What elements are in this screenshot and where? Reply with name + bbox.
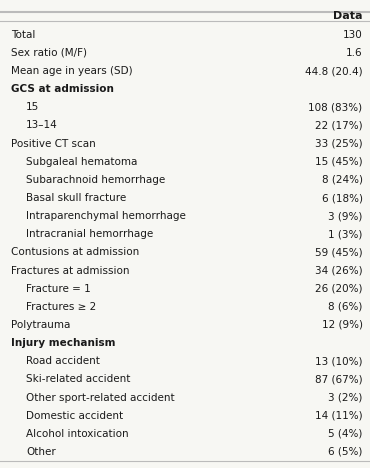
Text: Intraparenchymal hemorrhage: Intraparenchymal hemorrhage [26, 211, 186, 221]
Text: 34 (26%): 34 (26%) [315, 265, 363, 276]
Text: 3 (9%): 3 (9%) [328, 211, 363, 221]
Text: 3 (2%): 3 (2%) [328, 393, 363, 402]
Text: 6 (18%): 6 (18%) [322, 193, 363, 203]
Text: Subgaleal hematoma: Subgaleal hematoma [26, 157, 137, 167]
Text: Ski-related accident: Ski-related accident [26, 374, 130, 384]
Text: 15 (45%): 15 (45%) [315, 157, 363, 167]
Text: GCS at admission: GCS at admission [11, 84, 114, 94]
Text: Alcohol intoxication: Alcohol intoxication [26, 429, 128, 439]
Text: 87 (67%): 87 (67%) [315, 374, 363, 384]
Text: Positive CT scan: Positive CT scan [11, 139, 96, 149]
Text: Total: Total [11, 30, 36, 40]
Text: Intracranial hemorrhage: Intracranial hemorrhage [26, 229, 153, 239]
Text: 12 (9%): 12 (9%) [322, 320, 363, 330]
Text: Data: Data [333, 11, 363, 22]
Text: 13 (10%): 13 (10%) [315, 356, 363, 366]
Text: Injury mechanism: Injury mechanism [11, 338, 115, 348]
Text: 130: 130 [343, 30, 363, 40]
Text: 14 (11%): 14 (11%) [315, 410, 363, 421]
Text: 59 (45%): 59 (45%) [315, 248, 363, 257]
Text: 1 (3%): 1 (3%) [328, 229, 363, 239]
Text: Sex ratio (M/F): Sex ratio (M/F) [11, 48, 87, 58]
Text: Other: Other [26, 447, 56, 457]
Text: 22 (17%): 22 (17%) [315, 120, 363, 131]
Text: 33 (25%): 33 (25%) [315, 139, 363, 149]
Text: Subarachnoid hemorrhage: Subarachnoid hemorrhage [26, 175, 165, 185]
Text: 5 (4%): 5 (4%) [328, 429, 363, 439]
Text: 8 (24%): 8 (24%) [322, 175, 363, 185]
Text: 108 (83%): 108 (83%) [309, 102, 363, 112]
Text: 44.8 (20.4): 44.8 (20.4) [305, 66, 363, 76]
Text: 1.6: 1.6 [346, 48, 363, 58]
Text: Other sport-related accident: Other sport-related accident [26, 393, 175, 402]
Text: Domestic accident: Domestic accident [26, 410, 123, 421]
Text: 15: 15 [26, 102, 39, 112]
Text: Polytrauma: Polytrauma [11, 320, 70, 330]
Text: Fractures at admission: Fractures at admission [11, 265, 129, 276]
Text: 6 (5%): 6 (5%) [328, 447, 363, 457]
Text: Contusions at admission: Contusions at admission [11, 248, 139, 257]
Text: Fractures ≥ 2: Fractures ≥ 2 [26, 302, 96, 312]
Text: Fracture = 1: Fracture = 1 [26, 284, 91, 294]
Text: Mean age in years (SD): Mean age in years (SD) [11, 66, 133, 76]
Text: 26 (20%): 26 (20%) [315, 284, 363, 294]
Text: 13–14: 13–14 [26, 120, 58, 131]
Text: 8 (6%): 8 (6%) [328, 302, 363, 312]
Text: Road accident: Road accident [26, 356, 100, 366]
Text: Basal skull fracture: Basal skull fracture [26, 193, 126, 203]
